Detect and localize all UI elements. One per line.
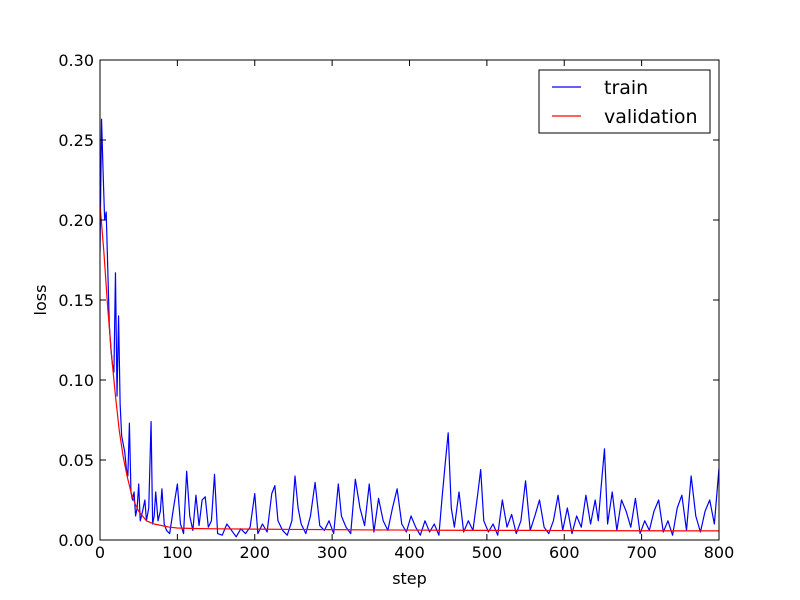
y-tick-label: 0.15 — [58, 291, 94, 310]
x-axis-label: step — [392, 569, 427, 588]
y-tick-label: 0.20 — [58, 211, 94, 230]
legend-label-train: train — [604, 77, 648, 99]
legend-label-validation: validation — [604, 106, 698, 128]
x-tick-label: 100 — [162, 543, 193, 562]
plot-area — [100, 60, 719, 540]
y-tick-label: 0.10 — [58, 371, 94, 390]
series-line-train — [100, 118, 719, 538]
x-tick-label: 400 — [394, 543, 425, 562]
series-line-validation — [100, 203, 719, 532]
x-tick-label: 700 — [626, 543, 657, 562]
x-tick-label: 300 — [317, 543, 348, 562]
legend: train validation — [538, 69, 711, 134]
x-tick-label: 600 — [549, 543, 580, 562]
plot-background — [100, 60, 719, 540]
y-tick-label: 0.00 — [58, 531, 94, 550]
x-tick-label: 0 — [95, 543, 105, 562]
legend-box — [538, 69, 711, 134]
x-tick-label: 200 — [239, 543, 270, 562]
axes-layer: 0 100 200 300 400 500 600 700 800 0.00 0.05 0.10 0.1… — [58, 51, 734, 562]
series-layer — [100, 118, 719, 538]
x-tick-label: 500 — [472, 543, 503, 562]
y-tick-label: 0.25 — [58, 131, 94, 150]
y-axis-label: loss — [31, 285, 50, 316]
y-tick-label: 0.05 — [58, 451, 94, 470]
y-tick-label: 0.30 — [58, 51, 94, 70]
x-tick-label: 800 — [704, 543, 735, 562]
